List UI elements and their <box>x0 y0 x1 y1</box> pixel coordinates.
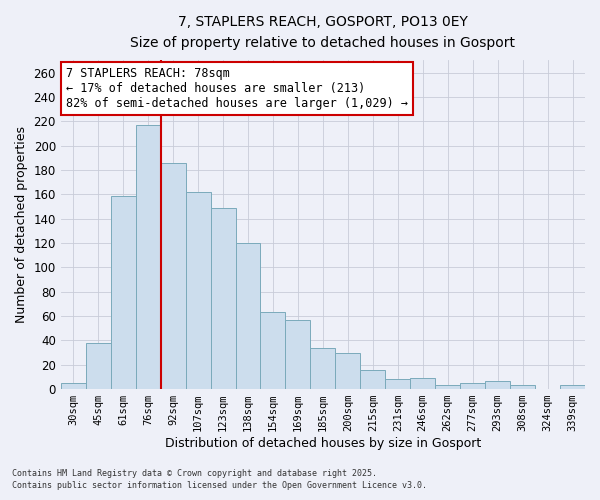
X-axis label: Distribution of detached houses by size in Gosport: Distribution of detached houses by size … <box>165 437 481 450</box>
Bar <box>136 125 161 389</box>
Bar <box>236 243 260 389</box>
Bar <box>86 343 111 389</box>
Bar <box>385 380 410 389</box>
Title: 7, STAPLERS REACH, GOSPORT, PO13 0EY
Size of property relative to detached house: 7, STAPLERS REACH, GOSPORT, PO13 0EY Siz… <box>130 15 515 50</box>
Bar <box>560 386 585 389</box>
Bar <box>286 320 310 389</box>
Bar <box>485 380 510 389</box>
Bar <box>185 192 211 389</box>
Bar <box>410 378 435 389</box>
Bar <box>361 370 385 389</box>
Text: Contains HM Land Registry data © Crown copyright and database right 2025.
Contai: Contains HM Land Registry data © Crown c… <box>12 468 427 490</box>
Bar <box>260 312 286 389</box>
Bar <box>335 352 361 389</box>
Bar <box>161 162 185 389</box>
Y-axis label: Number of detached properties: Number of detached properties <box>15 126 28 324</box>
Text: 7 STAPLERS REACH: 78sqm
← 17% of detached houses are smaller (213)
82% of semi-d: 7 STAPLERS REACH: 78sqm ← 17% of detache… <box>66 67 408 110</box>
Bar <box>510 386 535 389</box>
Bar <box>435 386 460 389</box>
Bar <box>211 208 236 389</box>
Bar <box>460 383 485 389</box>
Bar <box>61 383 86 389</box>
Bar <box>310 348 335 389</box>
Bar <box>111 196 136 389</box>
